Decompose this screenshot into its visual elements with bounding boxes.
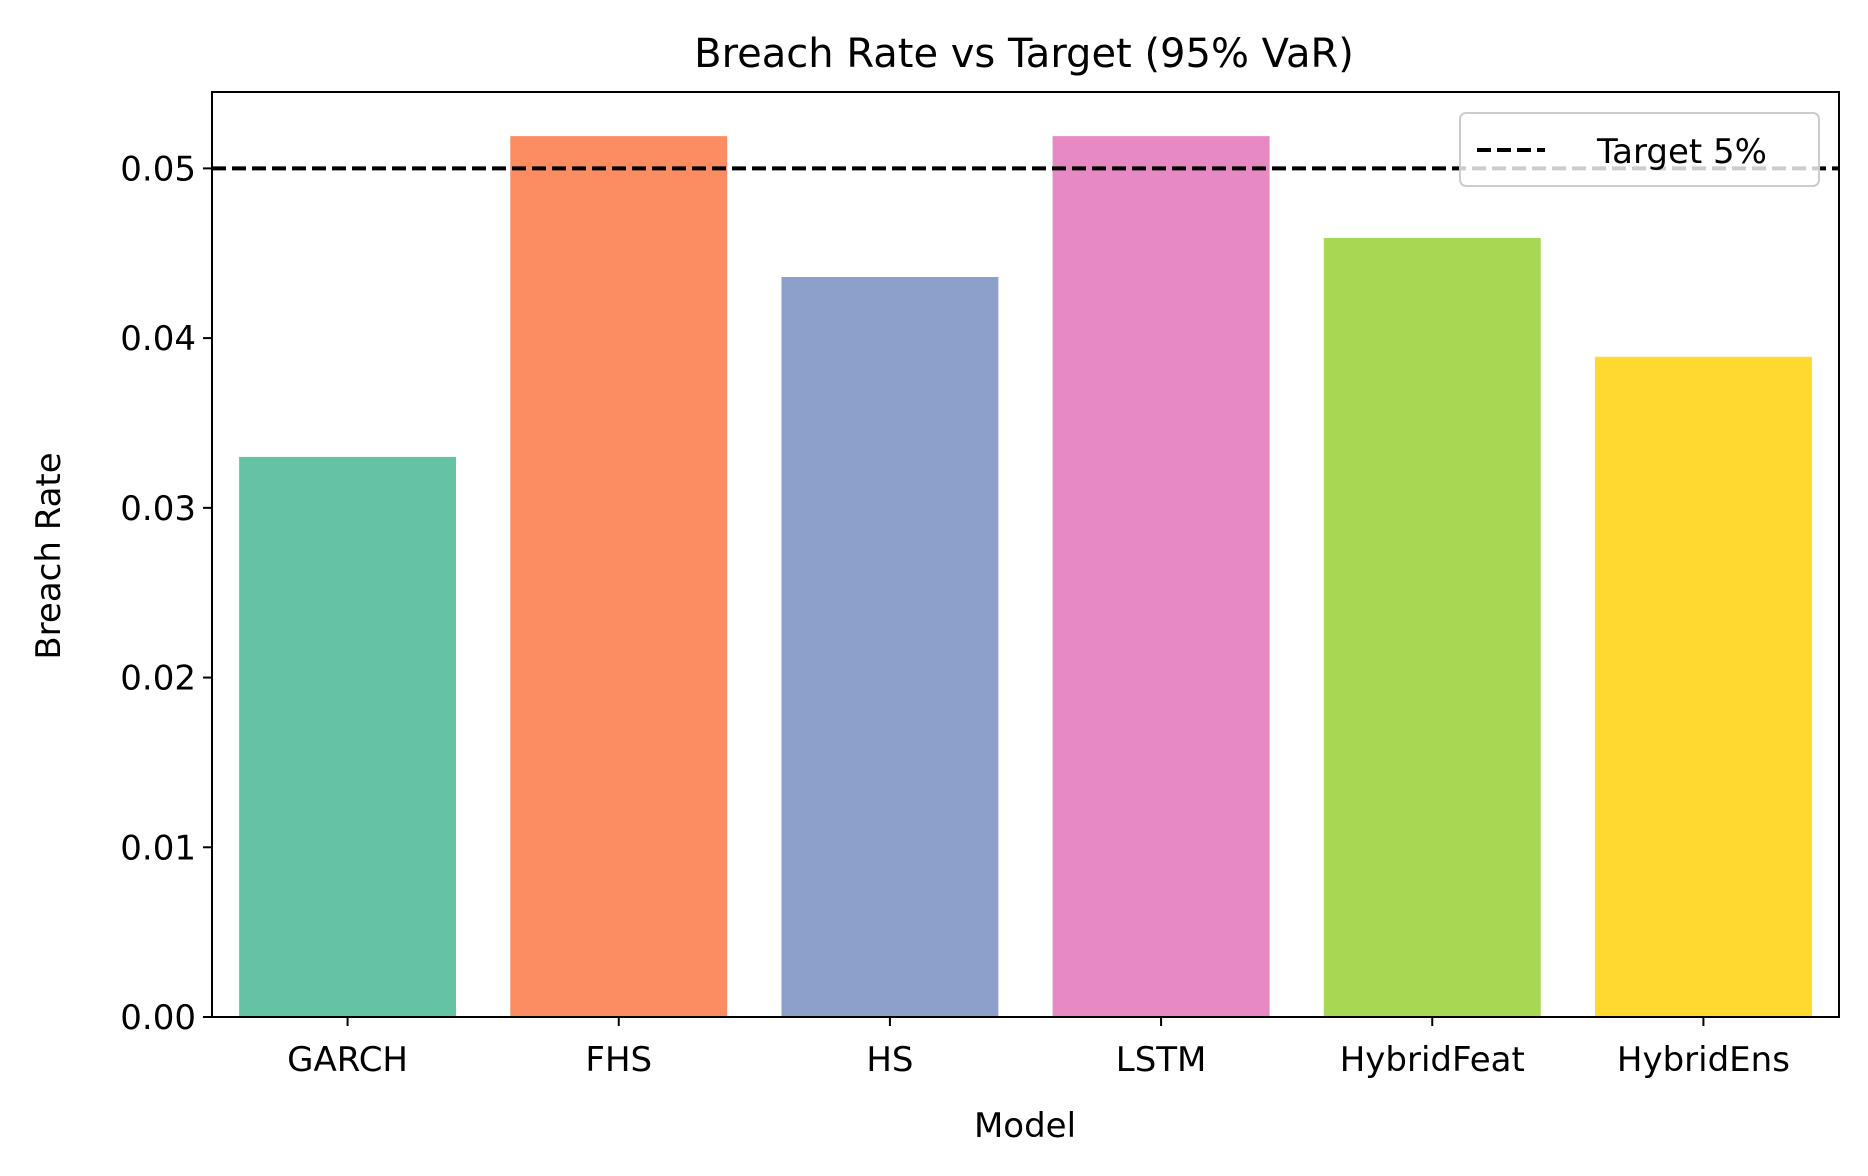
- y-axis-title: Breach Rate: [29, 452, 69, 659]
- x-tick-label: FHS: [585, 1040, 652, 1080]
- x-tick-label: HybridFeat: [1340, 1040, 1525, 1080]
- x-axis-title: Model: [974, 1106, 1076, 1146]
- x-ticks: GARCH FHS HS LSTM HybridFeat HybridEns: [287, 1017, 1790, 1080]
- y-tick-label: 0.03: [120, 489, 196, 529]
- bar-fhs: [510, 136, 728, 1017]
- bar-hs: [781, 277, 999, 1017]
- legend-box: [1459, 112, 1820, 187]
- y-tick-label: 0.00: [120, 998, 196, 1038]
- bar-hybridens: [1594, 356, 1812, 1017]
- y-tick-label: 0.04: [120, 319, 196, 359]
- legend-target-label: Target 5%: [1596, 132, 1767, 172]
- legend: Target 5%: [1459, 112, 1820, 187]
- x-tick-label: HybridEns: [1617, 1040, 1790, 1080]
- plot-frame: [211, 91, 1840, 1018]
- bar-hybridfeat: [1323, 237, 1541, 1017]
- y-tick-label: 0.01: [120, 828, 196, 868]
- y-ticks: 0.00 0.01 0.02 0.03 0.04 0.05: [120, 149, 212, 1038]
- chart-title: Breach Rate vs Target (95% VaR): [694, 31, 1354, 77]
- x-tick-label: HS: [866, 1040, 913, 1080]
- y-tick-label: 0.02: [120, 659, 196, 699]
- bar-lstm: [1052, 136, 1270, 1017]
- bar-garch: [239, 456, 457, 1017]
- bars-layer: [239, 136, 1812, 1017]
- x-tick-label: GARCH: [287, 1040, 408, 1080]
- x-tick-label: LSTM: [1116, 1040, 1207, 1080]
- y-tick-label: 0.05: [120, 149, 196, 189]
